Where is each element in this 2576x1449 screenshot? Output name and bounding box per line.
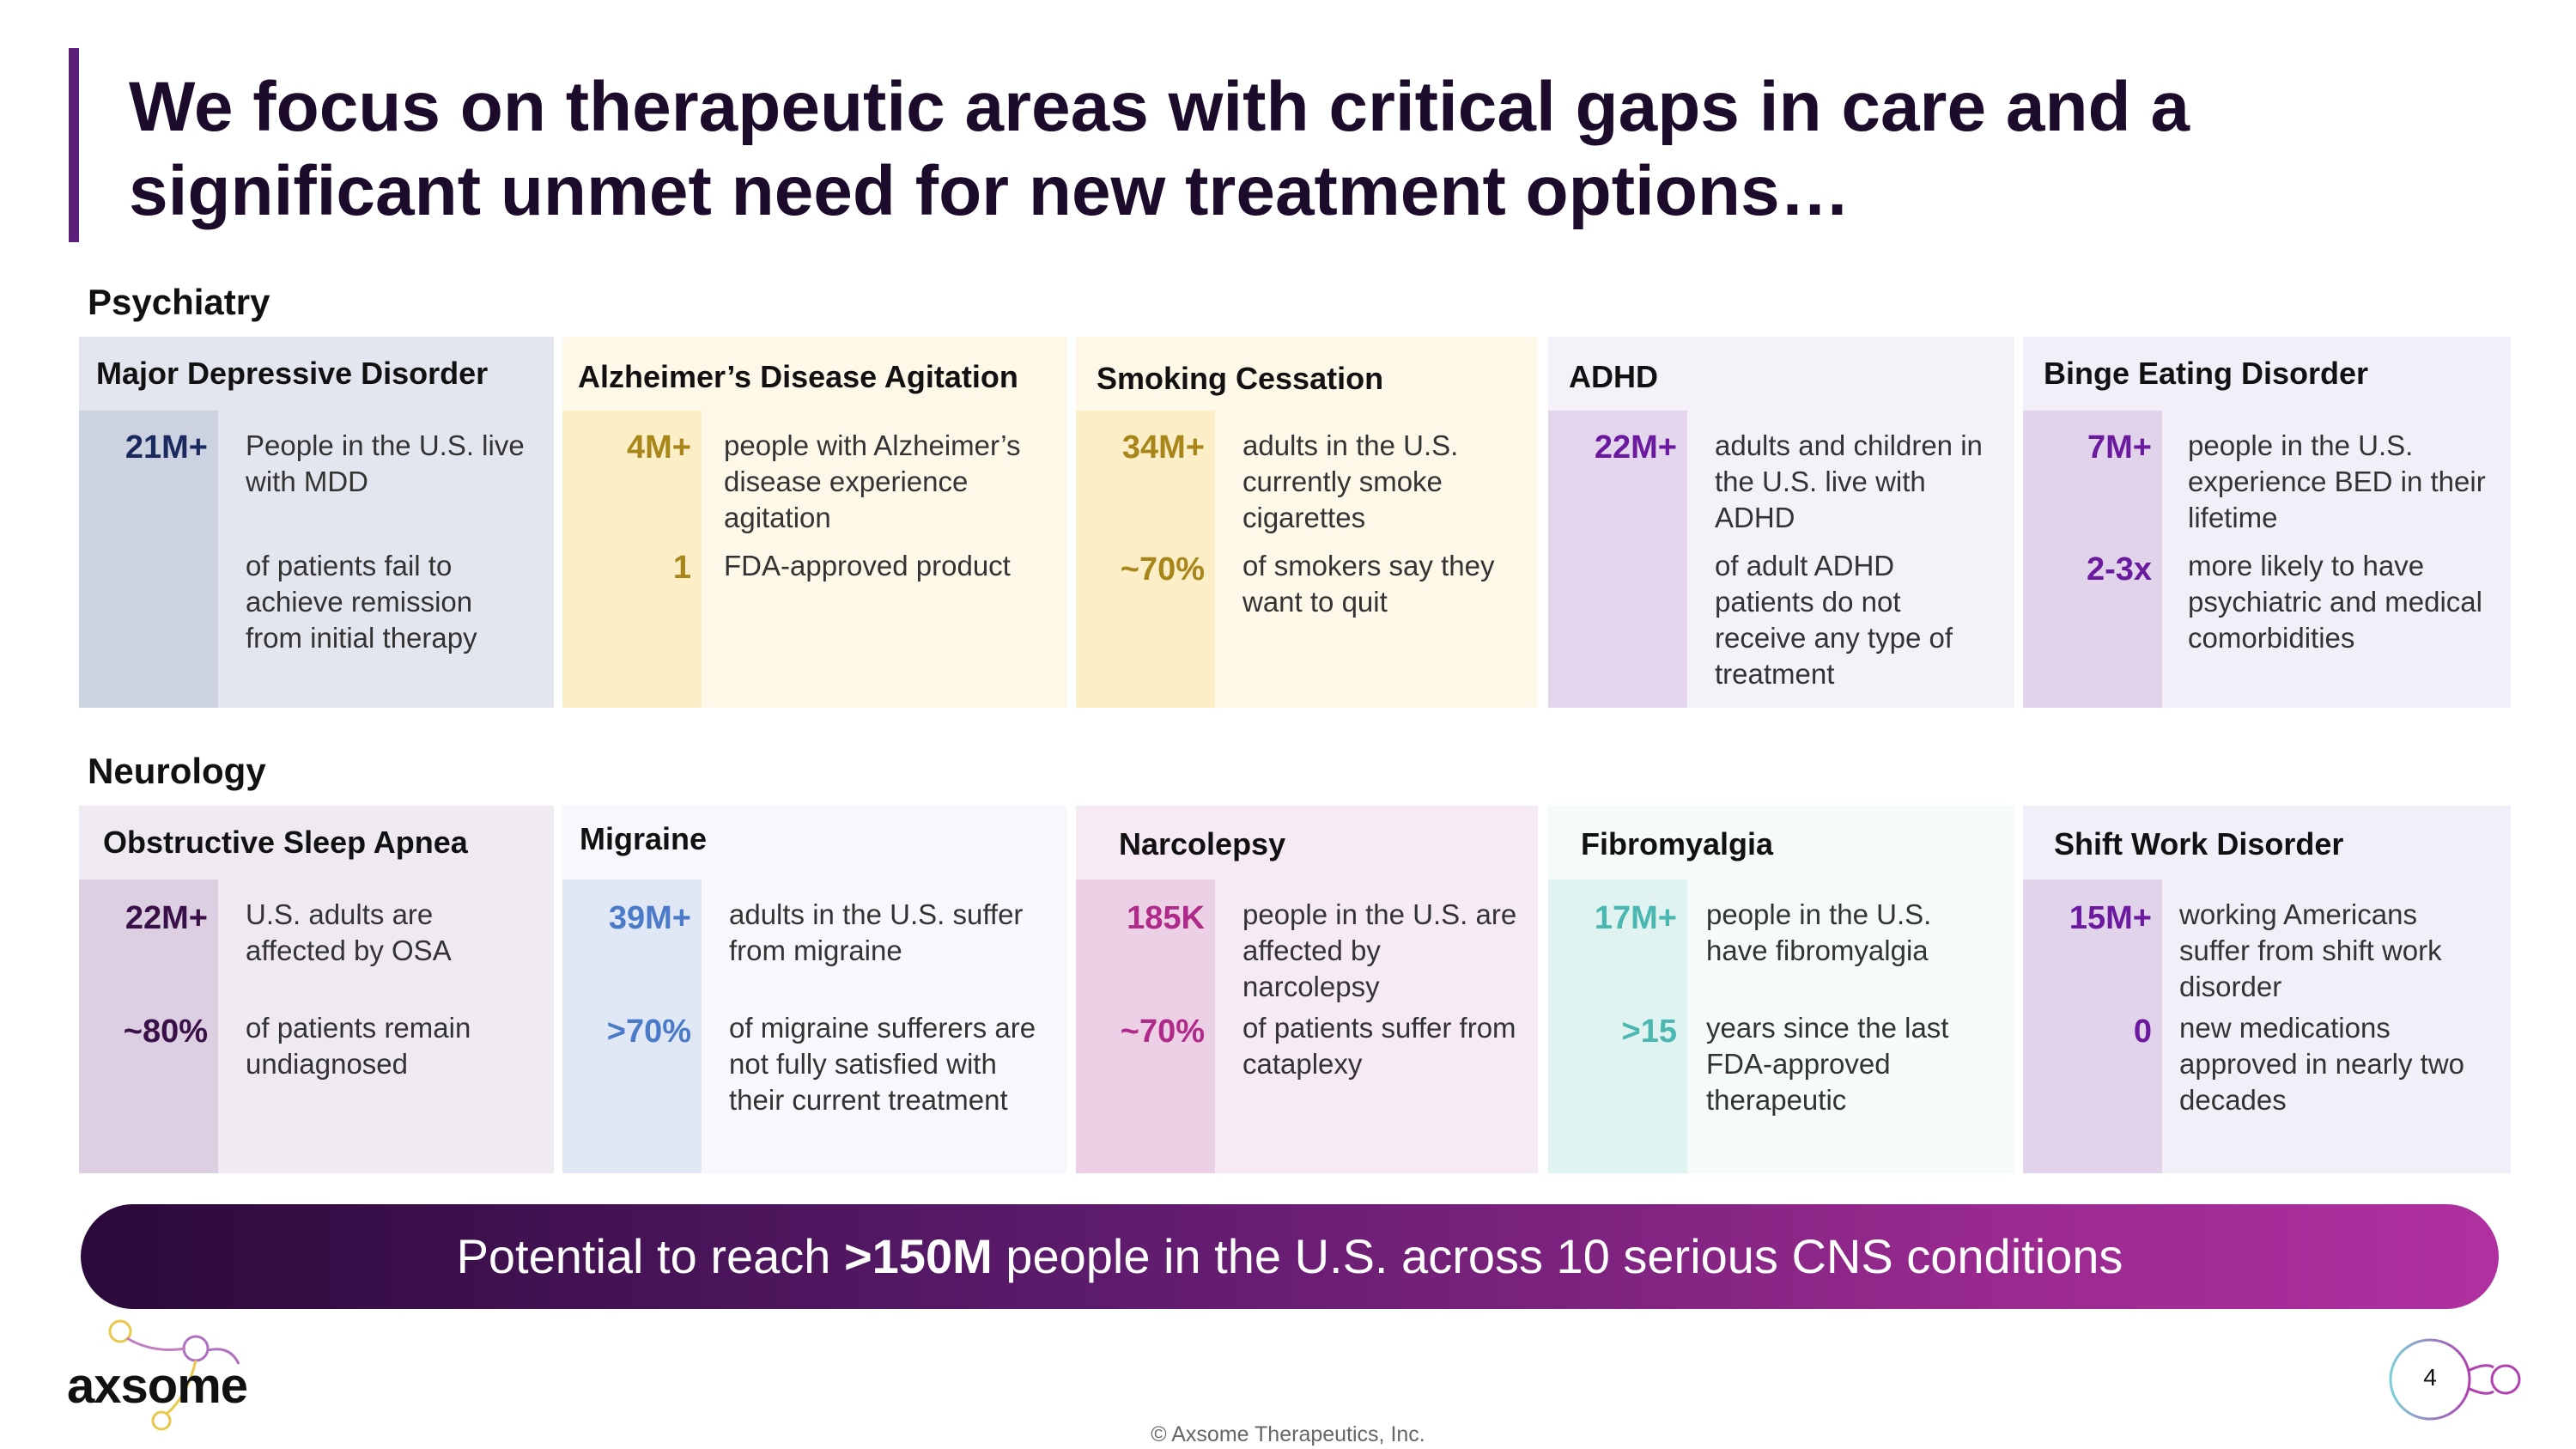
card-binge-eating-disorder: Binge Eating Disorder 7M+ people in the …	[2023, 337, 2511, 708]
stat-number: 21M+	[125, 429, 208, 466]
stat-number: 39M+	[608, 900, 691, 936]
stat-text: FDA-approved product	[724, 550, 1011, 581]
title-accent-bar	[69, 48, 79, 242]
stat-text: years since the last FDA-approved therap…	[1706, 1012, 1949, 1116]
stat-text: adults in the U.S. suffer from migraine	[729, 898, 1024, 966]
card-smoking-cessation: Smoking Cessation 34M+ adults in the U.S…	[1076, 337, 1538, 708]
stat-text: of adult ADHD patients do not receive an…	[1715, 550, 1953, 690]
card-title: Obstructive Sleep Apnea	[103, 825, 468, 860]
stat-number: ~70%	[1120, 1014, 1205, 1050]
stat-text: people in the U.S. have fibromyalgia	[1706, 898, 1932, 966]
stat-number: >70%	[606, 1014, 691, 1050]
page-title: We focus on therapeutic areas with criti…	[129, 65, 2447, 234]
stat-text: people in the U.S. are affected by narco…	[1242, 898, 1517, 1002]
stat-number: 0	[2133, 1014, 2152, 1050]
stat-text: of patients remain undiagnosed	[246, 1012, 471, 1080]
card-adhd: ADHD 22M+ adults and children in the U.S…	[1548, 337, 2014, 708]
stat-text: of patients suffer from cataplexy	[1242, 1012, 1516, 1080]
page-title-line-2: significant unmet need for new treatment…	[129, 152, 1850, 230]
stat-number: 15M+	[2069, 900, 2152, 936]
summary-banner: Potential to reach >150M people in the U…	[81, 1204, 2499, 1309]
card-narcolepsy: Narcolepsy 185K people in the U.S. are a…	[1076, 806, 1538, 1173]
card-title: Alzheimer’s Disease Agitation	[578, 359, 1018, 394]
footer-copyright: © Axsome Therapeutics, Inc.	[1151, 1422, 1425, 1446]
banner-text-post: people in the U.S. across 10 serious CNS…	[992, 1229, 2123, 1283]
card-title: Migraine	[580, 821, 708, 856]
logo-wordmark: axsome	[67, 1358, 248, 1414]
stat-text: working Americans suffer from shift work…	[2179, 898, 2442, 1002]
card-shift-work-disorder: Shift Work Disorder 15M+ working America…	[2023, 806, 2511, 1173]
stat-text: of smokers say they want to quit	[1242, 550, 1495, 618]
card-title: Shift Work Disorder	[2054, 826, 2344, 861]
card-migraine: Migraine 39M+ adults in the U.S. suffer …	[562, 806, 1067, 1173]
stat-text: new medications approved in nearly two d…	[2179, 1012, 2465, 1116]
stat-number: >15	[1621, 1014, 1677, 1050]
stat-number: 7M+	[2087, 429, 2152, 466]
banner-text-bold: >150M	[843, 1229, 993, 1283]
page-badge-icon	[2389, 1338, 2521, 1421]
stat-number: 22M+	[125, 900, 208, 936]
card-major-depressive-disorder: Major Depressive Disorder 21M+ People in…	[79, 337, 554, 708]
molecule-logo-icon	[108, 1319, 240, 1431]
stat-text: adults and children in the U.S. live wit…	[1715, 429, 1983, 533]
card-title: Smoking Cessation	[1097, 361, 1384, 396]
axsome-logo: axsome	[67, 1319, 273, 1431]
section-neurology: Neurology	[88, 751, 266, 791]
card-obstructive-sleep-apnea: Obstructive Sleep Apnea 22M+ U.S. adults…	[79, 806, 554, 1173]
section-psychiatry: Psychiatry	[88, 282, 270, 322]
stat-number: 34M+	[1121, 429, 1205, 466]
card-title: Fibromyalgia	[1581, 826, 1774, 861]
stat-number: 185K	[1127, 900, 1205, 936]
stat-text: of patients fail to achieve remission fr…	[246, 550, 477, 654]
stat-text: U.S. adults are affected by OSA	[246, 898, 452, 966]
stat-number: 22M+	[1594, 429, 1677, 466]
stat-text: more likely to have psychiatric and medi…	[2188, 550, 2482, 654]
stat-text: People in the U.S. live with MDD	[246, 429, 525, 497]
stat-number: 1	[672, 550, 691, 586]
card-title: ADHD	[1569, 359, 1658, 394]
banner-text-pre: Potential to reach	[456, 1229, 844, 1283]
stat-number: ~70%	[1120, 551, 1205, 588]
stat-text: people in the U.S. experience BED in the…	[2188, 429, 2486, 533]
stat-text: adults in the U.S. currently smoke cigar…	[1242, 429, 1459, 533]
card-title: Major Depressive Disorder	[96, 356, 489, 391]
card-title: Binge Eating Disorder	[2044, 356, 2369, 391]
stat-text: people with Alzheimer’s disease experien…	[724, 429, 1021, 533]
stat-text: of migraine sufferers are not fully sati…	[729, 1012, 1036, 1116]
card-fibromyalgia: Fibromyalgia 17M+ people in the U.S. hav…	[1548, 806, 2014, 1173]
page-title-line-1: We focus on therapeutic areas with criti…	[129, 68, 2190, 146]
stat-number: 4M+	[627, 429, 691, 466]
card-title: Narcolepsy	[1119, 826, 1286, 861]
card-alzheimers-disease-agitation: Alzheimer’s Disease Agitation 4M+ people…	[562, 337, 1067, 708]
stat-number: ~80%	[123, 1014, 208, 1050]
page-number: 4	[2423, 1364, 2437, 1391]
stat-number: 2-3x	[2086, 551, 2152, 588]
stat-number: 17M+	[1594, 900, 1677, 936]
